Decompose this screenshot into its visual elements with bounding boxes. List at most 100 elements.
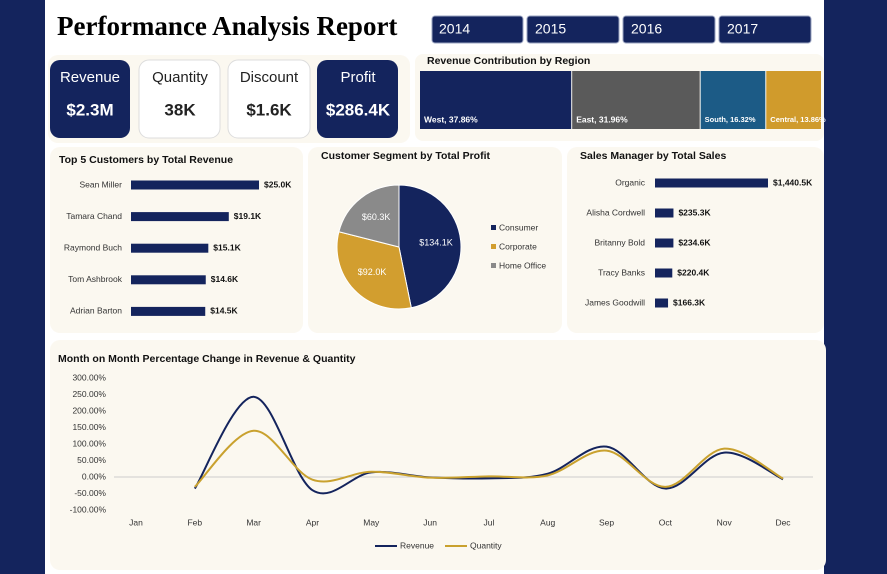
category-label: Britanny Bold (594, 237, 645, 247)
legend-swatch (491, 225, 496, 230)
kpi-label: Quantity (152, 69, 208, 86)
kpi-value: 38K (164, 100, 196, 119)
year-button[interactable] (526, 15, 620, 44)
x-tick-label: Jan (129, 517, 143, 527)
kpi-card (317, 60, 398, 138)
category-label: Sean Miller (79, 179, 122, 189)
year-buttons: 2014 2015 2016 2017 (431, 15, 812, 44)
y-tick-label: 100.00% (72, 438, 106, 448)
category-label: Adrian Barton (70, 306, 122, 316)
bar (131, 212, 229, 222)
x-tick-label: Apr (306, 517, 319, 527)
data-label: $14.6K (211, 274, 239, 284)
category-label: Tom Ashbrook (68, 274, 123, 284)
chart-title: Top 5 Customers by Total Revenue (59, 154, 233, 166)
category-label: Organic (615, 177, 646, 187)
legend-label: Consumer (499, 222, 538, 232)
data-label: $235.3K (678, 207, 711, 217)
y-tick-label: -50.00% (74, 488, 106, 498)
data-label: Central, 13.86% (770, 115, 826, 124)
legend-swatch (491, 263, 496, 268)
treemap-cell (420, 71, 572, 129)
data-label: $19.1K (234, 211, 262, 221)
category-label: Tamara Chand (66, 211, 122, 221)
kpi-label: Revenue (60, 69, 120, 86)
kpi-value: $2.3M (66, 100, 113, 119)
data-label: $166.3K (673, 297, 706, 307)
bar (655, 238, 674, 248)
legend-swatch (491, 244, 496, 249)
x-tick-label: Feb (187, 517, 202, 527)
data-label: $14.5K (210, 306, 238, 316)
line-series (193, 395, 784, 495)
legend-label: Revenue (400, 540, 434, 550)
kpi-card (227, 59, 311, 139)
kpi-card (138, 59, 221, 139)
bar (655, 268, 673, 278)
y-tick-label: 0.00% (82, 471, 107, 481)
bar (131, 275, 206, 285)
report-title: Performance Analysis Report (57, 11, 397, 41)
year-button[interactable] (718, 15, 812, 44)
managers-panel (567, 147, 824, 333)
bar (131, 243, 209, 253)
bar (655, 178, 768, 188)
treemap-cell (700, 71, 766, 129)
x-tick-label: Dec (775, 517, 791, 527)
data-label: $92.0K (358, 267, 387, 277)
kpi-label: Profit (340, 69, 376, 86)
category-label: Tracy Banks (598, 267, 645, 277)
data-label: $25.0K (264, 179, 292, 189)
treemap-cell (572, 71, 700, 129)
year-label[interactable]: 2015 (535, 21, 566, 37)
pie-slice (398, 184, 462, 309)
chart-title: Revenue Contribution by Region (427, 55, 590, 67)
legend-label: Quantity (470, 540, 502, 550)
data-label: South, 16.32% (705, 115, 756, 124)
y-tick-label: 250.00% (72, 389, 106, 399)
bar (131, 180, 259, 190)
x-tick-label: Mar (246, 517, 261, 527)
data-label: $220.4K (677, 267, 710, 277)
bar (655, 298, 669, 308)
line-series (194, 429, 784, 488)
y-tick-label: 50.00% (77, 455, 106, 465)
y-tick-label: 300.00% (72, 372, 106, 382)
chart-title: Customer Segment by Total Profit (321, 150, 490, 162)
data-label: $134.1K (419, 238, 453, 248)
data-label: $60.3K (362, 212, 391, 222)
treemap-cell (766, 71, 821, 129)
y-tick-label: 200.00% (72, 405, 106, 415)
year-label[interactable]: 2017 (727, 21, 758, 37)
bar (655, 208, 674, 218)
legend-label: Corporate (499, 241, 537, 251)
data-label: $1,440.5K (773, 177, 813, 187)
data-label: $15.1K (213, 242, 241, 252)
chart-title: Sales Manager by Total Sales (580, 150, 726, 162)
pie-slice (338, 184, 400, 248)
y-tick-label: -100.00% (70, 504, 107, 514)
chart-title: Month on Month Percentage Change in Reve… (58, 353, 356, 365)
line-panel (50, 340, 826, 570)
pie-slice (336, 231, 412, 310)
category-label: James Goodwill (585, 297, 645, 307)
x-tick-label: Oct (659, 517, 673, 527)
x-tick-label: Nov (717, 517, 733, 527)
x-tick-label: Jul (483, 517, 494, 527)
year-label[interactable]: 2016 (631, 21, 662, 37)
bar (131, 306, 206, 316)
data-label: $234.6K (678, 237, 711, 247)
kpi-value: $286.4K (326, 100, 391, 119)
year-label[interactable]: 2014 (439, 21, 470, 37)
legend-label: Home Office (499, 260, 546, 270)
data-label: West, 37.86% (424, 114, 478, 124)
x-tick-label: Aug (540, 517, 555, 527)
year-button[interactable] (431, 15, 524, 44)
year-button[interactable] (622, 15, 716, 44)
kpi-card (50, 60, 130, 138)
x-tick-label: Sep (599, 517, 614, 527)
category-label: Raymond Buch (64, 242, 122, 252)
kpi-label: Discount (240, 69, 299, 86)
